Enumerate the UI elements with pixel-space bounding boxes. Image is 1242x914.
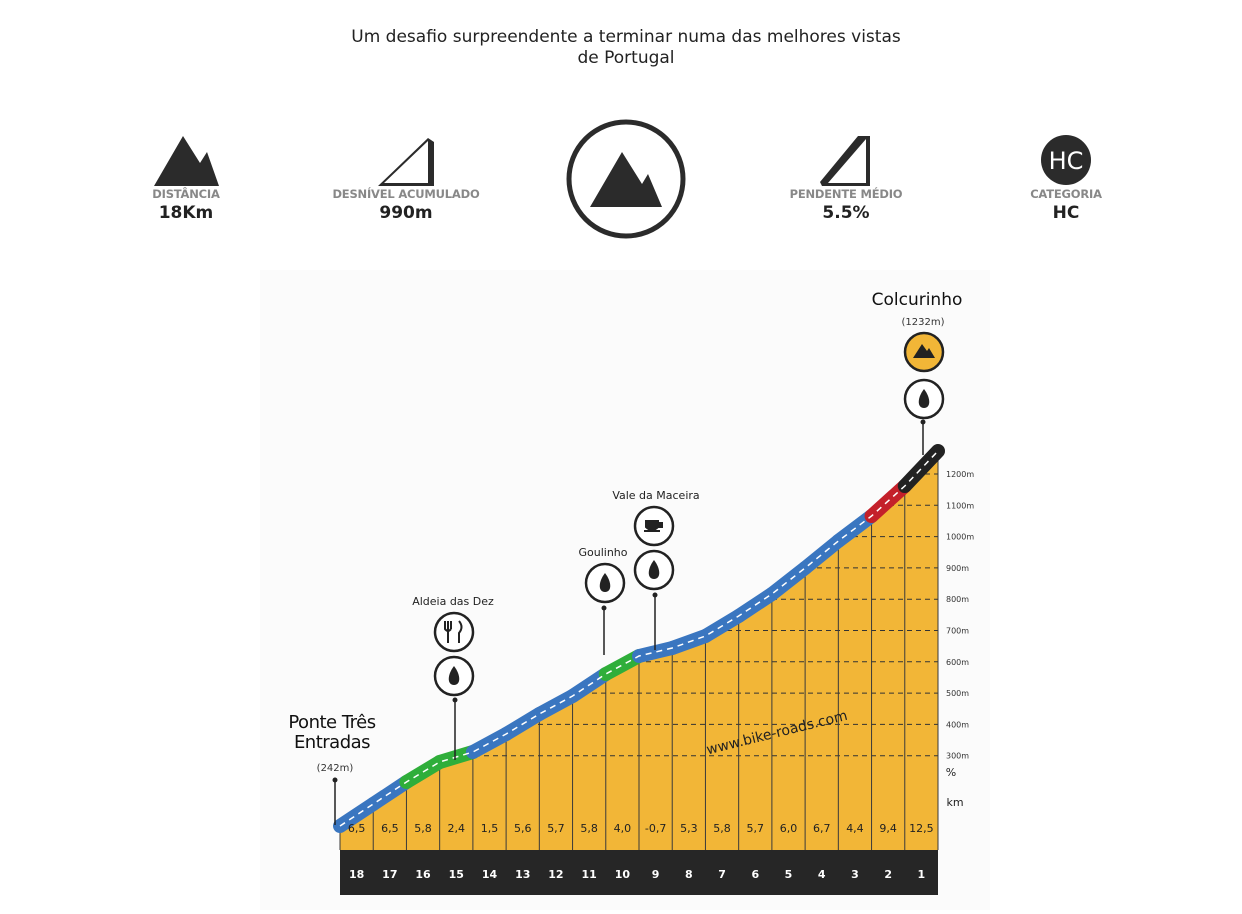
altitude-label: 900m <box>946 564 969 573</box>
gradient-label: 6,0 <box>780 822 798 835</box>
leader-dot <box>652 592 658 598</box>
gradient-unit: % <box>946 766 956 779</box>
altitude-label: 300m <box>946 752 969 761</box>
gradient-label: 6,5 <box>381 822 399 835</box>
stat-label: DISTÂNCIA <box>152 187 220 201</box>
stat: DISTÂNCIA 18Km <box>86 187 286 223</box>
leader-dot <box>601 605 607 611</box>
leader-dot <box>452 697 458 703</box>
gradient-label: 4,4 <box>846 822 864 835</box>
mountain-icon <box>913 344 935 358</box>
start-elevation: (242m) <box>317 763 354 774</box>
km-band <box>340 850 938 895</box>
km-label: 11 <box>582 868 597 881</box>
waypoint-name: Goulinho <box>578 546 627 559</box>
distance-icon <box>154 136 219 186</box>
km-label: 10 <box>615 868 631 881</box>
gradient-label: 9,4 <box>879 822 897 835</box>
fork-icon <box>444 620 463 643</box>
altitude-label: 400m <box>946 720 969 729</box>
leader-dot <box>332 777 338 783</box>
gradient-label: 5,7 <box>747 822 765 835</box>
altitude-label: 1000m <box>946 533 974 542</box>
altitude-label: 700m <box>946 627 969 636</box>
km-label: 18 <box>349 868 364 881</box>
km-label: 4 <box>818 868 826 881</box>
km-label: 2 <box>884 868 892 881</box>
stat-value: 18Km <box>158 203 214 223</box>
gradient-label: 2,4 <box>448 822 466 835</box>
gradient-label: 5,6 <box>514 822 532 835</box>
gradient-label: 5,3 <box>680 822 698 835</box>
stat: PENDENTE MÉDIO 5.5% <box>746 187 946 223</box>
drop-icon <box>599 573 611 592</box>
stat-value: 5.5% <box>822 203 870 223</box>
leader-dot <box>920 419 926 425</box>
km-label: 15 <box>449 868 464 881</box>
cup-icon <box>644 520 663 532</box>
gradient-label: 12,5 <box>909 822 934 835</box>
drop-icon <box>918 389 930 408</box>
km-label: 16 <box>415 868 431 881</box>
km-label: 3 <box>851 868 859 881</box>
km-label: 1 <box>918 868 926 881</box>
stat-value: HC <box>1052 203 1080 223</box>
gradient-label: -0,7 <box>645 822 666 835</box>
gradient-label: 5,8 <box>414 822 432 835</box>
gradient-label: 5,8 <box>580 822 598 835</box>
road-centerline <box>339 450 939 827</box>
km-label: 13 <box>515 868 530 881</box>
gradient-label: 5,7 <box>547 822 565 835</box>
gradient-label: 6,5 <box>348 822 366 835</box>
gradient-label: 1,5 <box>481 822 499 835</box>
start-name: Ponte Três Entradas <box>288 712 376 753</box>
altitude-label: 600m <box>946 658 969 667</box>
km-unit: km <box>946 796 963 809</box>
badge-text: HC <box>1049 147 1084 175</box>
summit-elevation: (1232m) <box>902 317 945 328</box>
stat-label: CATEGORIA <box>1030 187 1102 201</box>
stat: DESNÍVEL ACUMULADO 990m <box>306 187 506 223</box>
km-label: 5 <box>785 868 793 881</box>
km-label: 9 <box>652 868 660 881</box>
km-label: 7 <box>718 868 726 881</box>
gradient-icon <box>820 136 870 186</box>
summit-name: Colcurinho <box>872 290 963 310</box>
gradient-label: 5,8 <box>713 822 731 835</box>
waypoint-name: Aldeia das Dez <box>412 595 494 608</box>
km-label: 6 <box>751 868 759 881</box>
category-badge <box>1041 135 1091 185</box>
drop-icon <box>448 666 460 685</box>
altitude-label: 1200m <box>946 470 974 479</box>
profile-fill <box>340 455 938 850</box>
center-mountain <box>590 152 662 207</box>
km-label: 12 <box>548 868 563 881</box>
title: Um desafio surpreendente a terminar numa… <box>351 27 901 68</box>
stat-label: PENDENTE MÉDIO <box>789 187 903 201</box>
gradient-label: 6,7 <box>813 822 831 835</box>
drop-icon <box>648 560 660 579</box>
stat-value: 990m <box>379 203 433 223</box>
altitude-label: 500m <box>946 689 969 698</box>
gradient-label: 4,0 <box>614 822 632 835</box>
stat: CATEGORIA HC <box>966 187 1166 223</box>
waypoint-name: Vale da Maceira <box>612 489 699 502</box>
altitude-label: 800m <box>946 595 969 604</box>
altitude-label: 1100m <box>946 501 974 510</box>
stat-label: DESNÍVEL ACUMULADO <box>332 187 480 201</box>
km-label: 17 <box>382 868 397 881</box>
km-label: 14 <box>482 868 498 881</box>
climb-icon <box>378 138 434 186</box>
km-label: 8 <box>685 868 693 881</box>
waypoint-icon <box>433 611 475 653</box>
